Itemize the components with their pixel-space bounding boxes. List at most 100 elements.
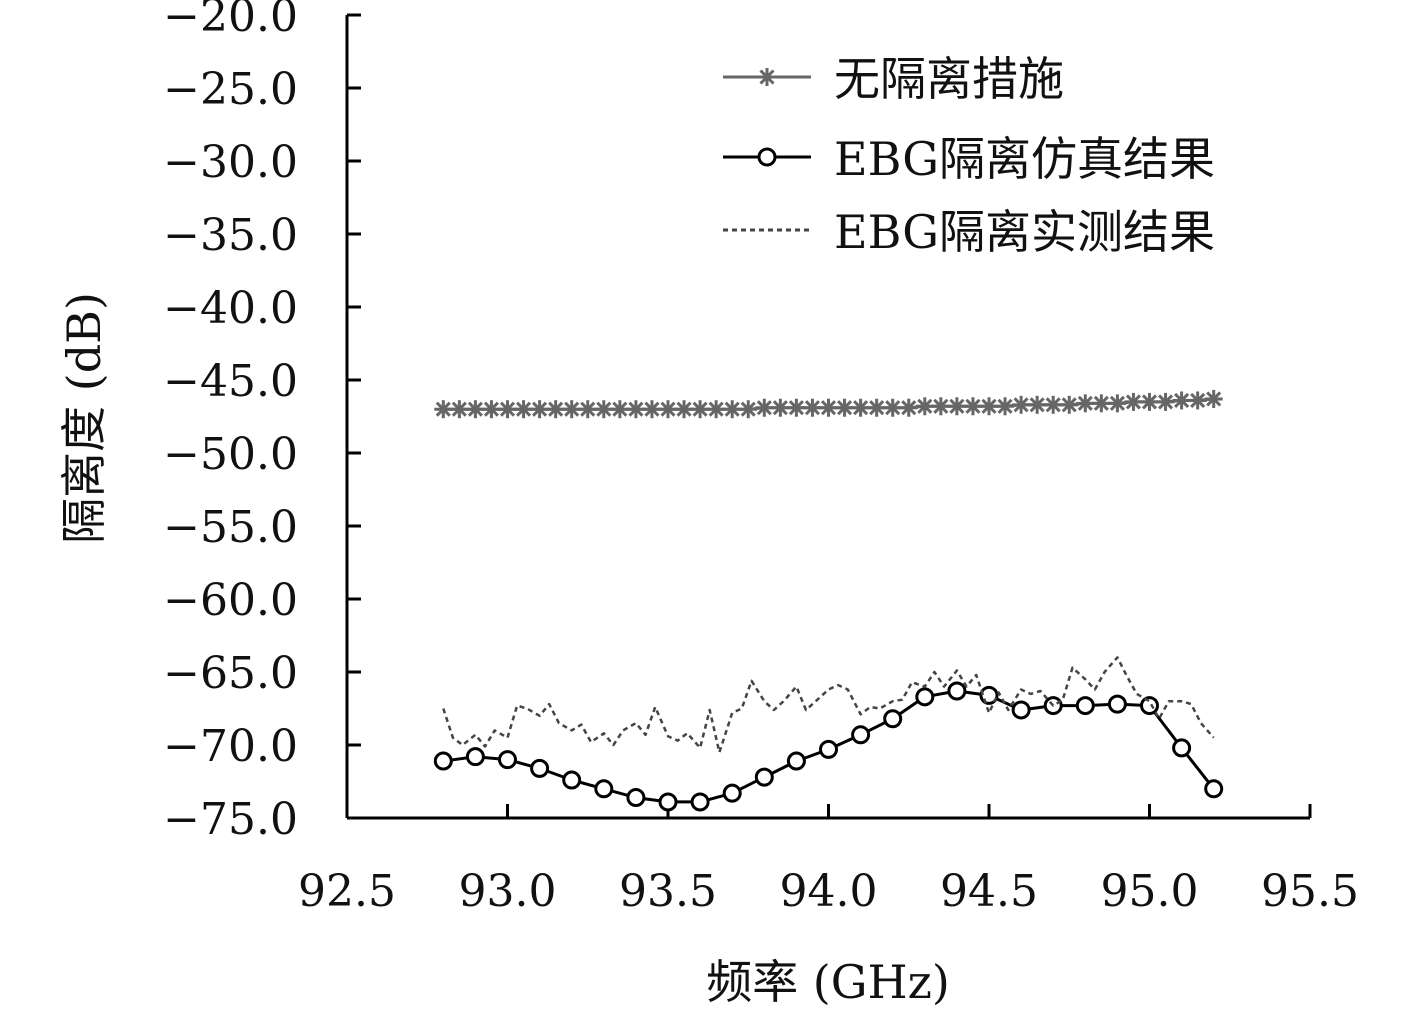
star-marker — [498, 400, 517, 419]
star-marker — [963, 397, 982, 416]
star-marker — [450, 400, 469, 419]
circle-marker — [1011, 700, 1031, 720]
star-marker — [803, 398, 822, 417]
circle-marker — [594, 779, 614, 799]
circle-marker — [915, 687, 935, 707]
circle-marker — [851, 725, 871, 745]
star-marker — [723, 400, 742, 419]
star-marker — [1156, 392, 1175, 411]
star-marker — [434, 400, 453, 419]
y-tick-label: −25.0 — [163, 64, 298, 115]
legend-label-ebg-simulation: EBG隔离仿真结果 — [834, 132, 1215, 186]
y-tick-label: −20.0 — [163, 0, 298, 42]
star-marker — [1012, 395, 1031, 414]
star-marker — [482, 400, 501, 419]
star-marker — [1204, 389, 1223, 408]
star-marker — [739, 400, 758, 419]
star-marker — [610, 400, 629, 419]
x-tick-label: 94.0 — [780, 866, 878, 917]
x-tick-label: 95.5 — [1261, 866, 1359, 917]
legend-item-no-isolation: 无隔离措施 — [723, 52, 1064, 106]
star-marker — [787, 398, 806, 417]
circle-marker — [722, 783, 742, 803]
legend-circle-marker-icon — [757, 147, 777, 167]
star-marker — [1172, 391, 1191, 410]
star-marker — [1124, 392, 1143, 411]
circle-marker — [530, 758, 550, 778]
star-marker — [819, 398, 838, 417]
legend: 无隔离措施 EBG隔离仿真结果 EBG隔离实测结果 — [723, 52, 1215, 259]
star-marker — [659, 400, 677, 419]
series-line — [442, 656, 1215, 754]
y-ticks: −20.0 −25.0 −30.0 −35.0 −40.0 −45.0 −50.0 −55.0… — [163, 0, 361, 845]
star-marker — [1140, 392, 1159, 411]
y-tick-label: −75.0 — [163, 794, 298, 845]
legend-item-ebg-measured: EBG隔离实测结果 — [723, 205, 1215, 259]
star-marker — [626, 400, 645, 419]
legend-label-ebg-measured: EBG隔离实测结果 — [834, 205, 1215, 259]
series-ebg-simulation — [433, 681, 1224, 812]
star-marker — [562, 400, 581, 419]
star-marker — [851, 398, 870, 417]
circle-marker — [819, 739, 838, 759]
x-tick-label: 93.5 — [619, 866, 717, 917]
star-marker — [915, 397, 934, 416]
star-marker — [996, 397, 1015, 416]
x-tick-label: 93.0 — [459, 866, 557, 917]
x-tick-label: 94.5 — [940, 866, 1038, 917]
circle-marker — [465, 747, 485, 767]
circle-marker — [883, 709, 903, 729]
star-marker — [1044, 395, 1063, 414]
star-marker — [883, 398, 902, 417]
y-tick-label: −35.0 — [163, 210, 298, 261]
star-marker — [530, 400, 549, 419]
star-marker — [771, 398, 790, 417]
circle-marker — [658, 792, 678, 812]
circle-marker — [498, 750, 517, 770]
star-marker — [707, 400, 726, 419]
star-marker — [546, 400, 565, 419]
star-marker — [1092, 394, 1111, 413]
circle-marker — [626, 788, 646, 808]
star-marker — [514, 400, 533, 419]
circle-marker — [1140, 696, 1159, 716]
series-ebg-measured — [442, 656, 1215, 754]
y-tick-label: −55.0 — [163, 502, 298, 553]
series-no-isolation — [434, 389, 1223, 419]
star-marker — [931, 397, 950, 416]
x-tick-label: 92.5 — [298, 866, 396, 917]
y-axis-title: 隔离度 (dB) — [57, 292, 111, 544]
circle-marker — [690, 792, 710, 812]
series-layer — [433, 389, 1224, 812]
star-marker — [642, 400, 661, 419]
circle-marker — [433, 751, 453, 771]
star-marker — [466, 400, 485, 419]
star-marker — [867, 398, 886, 417]
star-marker — [1060, 395, 1079, 414]
star-marker — [980, 397, 998, 416]
star-marker — [755, 398, 774, 417]
circle-marker — [562, 770, 582, 790]
circle-marker — [1075, 696, 1095, 716]
star-marker — [1076, 394, 1095, 413]
star-marker — [835, 398, 854, 417]
y-tick-label: −30.0 — [163, 137, 298, 188]
circle-marker — [1107, 694, 1127, 714]
legend-star-marker-icon — [758, 68, 776, 86]
y-tick-label: −60.0 — [163, 575, 298, 626]
circle-marker — [1172, 738, 1192, 758]
star-marker — [947, 397, 966, 416]
y-tick-label: −45.0 — [163, 356, 298, 407]
y-tick-label: −65.0 — [163, 648, 298, 699]
y-tick-label: −50.0 — [163, 429, 298, 480]
star-marker — [1028, 395, 1047, 414]
star-marker — [675, 400, 694, 419]
circle-marker — [947, 681, 967, 701]
x-ticks: 92.5 93.0 93.5 94.0 94.5 95.0 95.5 — [298, 804, 1359, 917]
star-marker — [1108, 394, 1127, 413]
star-marker — [594, 400, 613, 419]
star-marker — [899, 398, 918, 417]
circle-marker — [786, 751, 806, 771]
y-tick-label: −40.0 — [163, 283, 298, 334]
